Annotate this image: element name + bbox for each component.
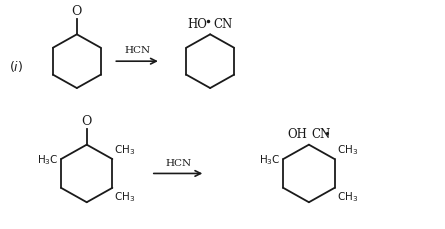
Text: $(i)$: $(i)$ [9,59,23,74]
Text: CN: CN [213,17,232,30]
Text: O: O [72,5,82,18]
Text: CH$_3$: CH$_3$ [336,189,358,203]
Text: CN: CN [311,127,330,140]
Text: CH$_3$: CH$_3$ [336,143,358,156]
Text: O: O [81,115,92,128]
Text: HCN: HCN [165,158,191,167]
Text: H$_3$C: H$_3$C [36,153,58,166]
Text: OH: OH [287,127,307,140]
Text: CH$_3$: CH$_3$ [114,189,136,203]
Text: H$_3$C: H$_3$C [259,153,280,166]
Text: HO: HO [187,17,207,30]
Text: HCN: HCN [124,46,150,55]
Text: CH$_3$: CH$_3$ [114,143,136,156]
